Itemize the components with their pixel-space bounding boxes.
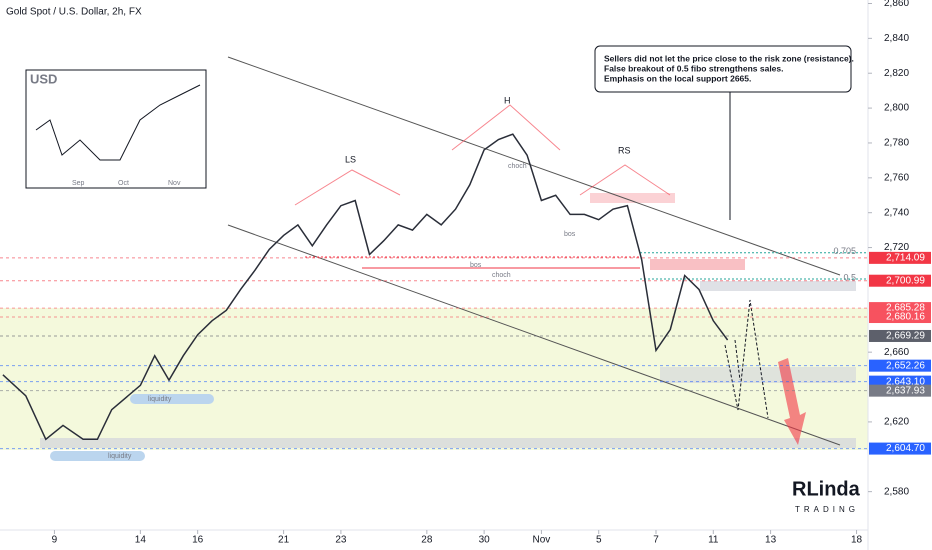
- bos-label: bos: [470, 262, 482, 269]
- rs-arc: [579, 164, 671, 196]
- price-tag-label: 2,685.28: [886, 303, 925, 314]
- h-label: H: [504, 95, 511, 105]
- x-tick-label: 13: [765, 535, 777, 546]
- price-tag-label: 2,604.70: [886, 443, 925, 454]
- price-tag: [869, 375, 931, 388]
- price-tag: [869, 442, 931, 455]
- price-tag-label: 2,637.93: [886, 385, 925, 396]
- inset-frame: [25, 69, 207, 189]
- y-tick-label: 2,760: [884, 172, 909, 183]
- logo: RLinda: [792, 478, 861, 500]
- y-tick-label: 2,800: [884, 103, 909, 114]
- y-tick-label: 2,620: [884, 417, 909, 428]
- x-tick-label: 14: [135, 535, 147, 546]
- x-tick-label: 9: [52, 535, 58, 546]
- price-tag: [869, 329, 931, 342]
- price-tag: [869, 274, 931, 287]
- inset-month: Nov: [168, 180, 181, 187]
- liquidity-pill: [50, 451, 145, 461]
- inset-month: Oct: [118, 180, 129, 187]
- chart-title: Gold Spot / U.S. Dollar, 2h, FX: [6, 7, 142, 18]
- x-tick-label: 11: [708, 535, 719, 546]
- note-line: False breakout of 0.5 fibo strengthens s…: [604, 63, 784, 73]
- liquidity-pill: [130, 394, 214, 404]
- x-tick-label: 5: [596, 535, 602, 546]
- x-tick-label: 28: [421, 535, 433, 546]
- x-tick-label: Nov: [533, 535, 551, 546]
- y-tick-label: 2,720: [884, 242, 909, 253]
- zone-box: [700, 281, 856, 291]
- liquidity-label: liquidity: [148, 396, 172, 403]
- inset-line: [35, 84, 201, 161]
- price-tag-label: 2,643.10: [886, 376, 925, 387]
- support-box: [660, 367, 856, 383]
- choch-label: choch: [508, 163, 527, 170]
- price-tag: [869, 251, 931, 264]
- path-arrow: [724, 299, 769, 419]
- y-tick-label: 2,840: [884, 33, 909, 44]
- x-tick-label: 30: [479, 535, 491, 546]
- ls-label: LS: [345, 154, 356, 164]
- x-tick-label: 18: [851, 535, 863, 546]
- x-tick-label: 21: [278, 535, 290, 546]
- fib-label: 0.705: [833, 246, 856, 256]
- price-tag-label: 2,700.99: [886, 275, 925, 286]
- inset: USD Sep Oct Nov: [25, 69, 207, 189]
- channel-line: [227, 56, 841, 276]
- note-box: [594, 45, 852, 93]
- y-tick-label: 2,780: [884, 138, 909, 149]
- price-tag: [869, 359, 931, 372]
- zone-box: [40, 438, 856, 448]
- y-tick-label: 2,580: [884, 486, 909, 497]
- inset-title: USD: [30, 71, 57, 86]
- note-line: Emphasis on the local support 2665.: [604, 73, 751, 83]
- inset-month: Sep: [72, 180, 85, 187]
- y-tick-label: 2,860: [884, 0, 909, 9]
- price-line-series: [2, 133, 729, 441]
- bos-label: bos: [564, 231, 576, 238]
- resistance-box: [590, 193, 675, 203]
- price-tag: [869, 384, 931, 397]
- rs-label: RS: [618, 145, 631, 155]
- price-tag-label: 2,669.29: [886, 331, 925, 342]
- price-tag-label: 2,714.09: [886, 253, 925, 264]
- path-arrow: [734, 339, 741, 381]
- fib-label: 0.5: [843, 272, 856, 282]
- price-tag: [869, 311, 931, 324]
- x-tick-label: 23: [335, 535, 347, 546]
- note-line: Sellers did not let the price close to t…: [604, 53, 854, 63]
- x-tick-label: 7: [653, 535, 659, 546]
- price-tag-label: 2,680.16: [886, 312, 925, 323]
- x-tick-label: 16: [192, 535, 204, 546]
- y-tick-label: 2,740: [884, 207, 909, 218]
- h-arc: [451, 104, 561, 151]
- y-tick-label: 2,820: [884, 68, 909, 79]
- price-tag-label: 2,652.26: [886, 360, 925, 371]
- ls-arc: [294, 169, 401, 206]
- resistance-box: [650, 259, 745, 270]
- down-arrow: [778, 358, 806, 445]
- y-tick-label: 2,660: [884, 347, 909, 358]
- liquidity-label: liquidity: [108, 453, 132, 460]
- logo-sub: TRADING: [795, 505, 859, 514]
- choch-label: choch: [492, 272, 511, 279]
